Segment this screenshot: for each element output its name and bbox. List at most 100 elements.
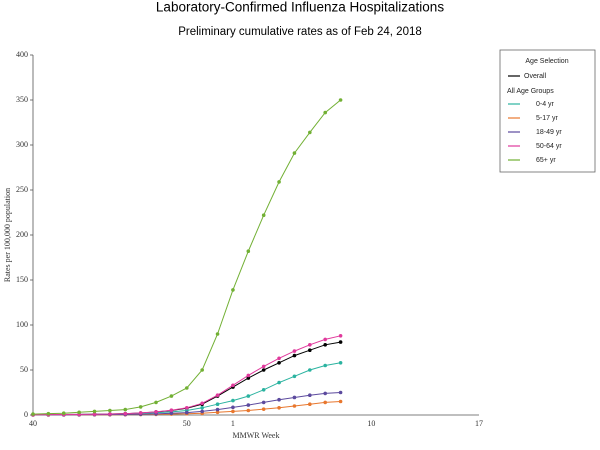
data-point bbox=[261, 368, 266, 372]
data-point bbox=[246, 408, 251, 413]
data-point bbox=[261, 388, 266, 392]
data-point bbox=[215, 407, 220, 412]
data-point bbox=[246, 403, 251, 407]
data-point bbox=[292, 151, 297, 155]
data-point bbox=[277, 356, 281, 361]
data-point bbox=[261, 364, 266, 369]
y-tick-label: 300 bbox=[16, 140, 28, 149]
data-point bbox=[92, 409, 97, 414]
data-point bbox=[246, 376, 251, 380]
legend-group-label: All Age Groups bbox=[507, 88, 554, 95]
y-tick-label: 50 bbox=[20, 365, 28, 374]
legend-box bbox=[499, 49, 596, 173]
data-point bbox=[123, 411, 128, 416]
data-point bbox=[154, 410, 158, 414]
legend-label: 18-49 yr bbox=[536, 129, 562, 136]
data-point bbox=[246, 249, 251, 253]
data-point bbox=[215, 410, 220, 415]
data-point bbox=[61, 411, 66, 416]
data-point bbox=[169, 394, 174, 398]
data-point bbox=[292, 349, 297, 353]
data-point bbox=[323, 391, 328, 396]
data-point bbox=[277, 361, 281, 365]
data-point bbox=[231, 409, 235, 414]
data-point bbox=[277, 397, 281, 402]
data-point bbox=[308, 130, 312, 135]
legend-label: Overall bbox=[524, 73, 547, 80]
chart-title: Laboratory-Confirmed Influenza Hospitali… bbox=[156, 0, 444, 15]
data-point bbox=[277, 406, 281, 410]
data-point bbox=[323, 110, 328, 115]
legend-label: 50-64 yr bbox=[536, 143, 562, 150]
y-tick-label: 100 bbox=[16, 320, 28, 329]
data-point bbox=[169, 408, 174, 413]
data-point bbox=[108, 408, 112, 413]
y-tick-label: 150 bbox=[16, 275, 28, 284]
data-point bbox=[200, 401, 204, 406]
chart-subtitle: Preliminary cumulative rates as of Feb 2… bbox=[178, 26, 422, 38]
y-tick-label: 350 bbox=[16, 95, 28, 104]
data-point bbox=[277, 180, 281, 184]
data-point bbox=[292, 404, 297, 408]
data-point bbox=[231, 398, 235, 403]
data-point bbox=[246, 394, 251, 398]
data-point bbox=[338, 361, 343, 365]
data-point bbox=[215, 332, 220, 336]
data-point bbox=[292, 374, 297, 379]
data-point bbox=[200, 368, 204, 372]
data-point bbox=[338, 390, 343, 395]
data-point bbox=[338, 98, 343, 102]
data-point bbox=[308, 368, 312, 372]
data-point bbox=[184, 410, 189, 415]
data-point bbox=[277, 380, 281, 385]
data-point bbox=[215, 402, 220, 407]
y-tick-label: 400 bbox=[16, 50, 28, 59]
y-tick-label: 200 bbox=[16, 230, 28, 239]
x-axis-label: MMWR Week bbox=[233, 431, 280, 440]
data-point bbox=[261, 400, 266, 405]
legend-label: 0-4 yr bbox=[536, 101, 555, 108]
data-point bbox=[323, 337, 328, 342]
y-tick-label: 250 bbox=[16, 185, 28, 194]
legend-label: 65+ yr bbox=[536, 157, 556, 164]
legend-title: Age Selection bbox=[525, 58, 568, 65]
data-point bbox=[200, 406, 204, 410]
data-point bbox=[92, 412, 97, 416]
data-point bbox=[292, 395, 297, 400]
y-tick-label: 0 bbox=[24, 410, 28, 419]
series-line bbox=[32, 99, 341, 415]
data-point bbox=[31, 412, 35, 416]
data-point bbox=[338, 399, 343, 404]
data-point bbox=[154, 400, 158, 405]
series-line bbox=[32, 341, 341, 416]
data-point bbox=[246, 373, 251, 378]
data-point bbox=[338, 334, 343, 338]
data-point bbox=[308, 402, 312, 407]
data-point bbox=[261, 407, 266, 411]
data-point bbox=[138, 411, 143, 415]
data-point bbox=[261, 213, 266, 217]
data-point bbox=[46, 411, 51, 416]
data-point bbox=[231, 383, 235, 388]
data-point bbox=[323, 400, 328, 405]
data-point bbox=[200, 409, 204, 414]
data-point bbox=[308, 393, 312, 398]
data-point bbox=[292, 353, 297, 358]
data-point bbox=[231, 288, 235, 292]
data-point bbox=[308, 348, 312, 353]
data-point bbox=[215, 393, 220, 398]
data-point bbox=[323, 343, 328, 347]
legend-label: 5-17 yr bbox=[536, 115, 558, 122]
x-tick-label: 50 bbox=[183, 419, 191, 428]
data-point bbox=[184, 386, 189, 390]
data-point bbox=[338, 340, 343, 344]
x-tick-label: 17 bbox=[475, 419, 483, 428]
data-point bbox=[184, 406, 189, 410]
data-point bbox=[231, 405, 235, 410]
x-tick-label: 10 bbox=[367, 419, 375, 428]
data-point bbox=[123, 407, 128, 412]
data-point bbox=[323, 363, 328, 368]
x-tick-label: 1 bbox=[231, 419, 235, 428]
x-tick-label: 40 bbox=[29, 419, 37, 428]
